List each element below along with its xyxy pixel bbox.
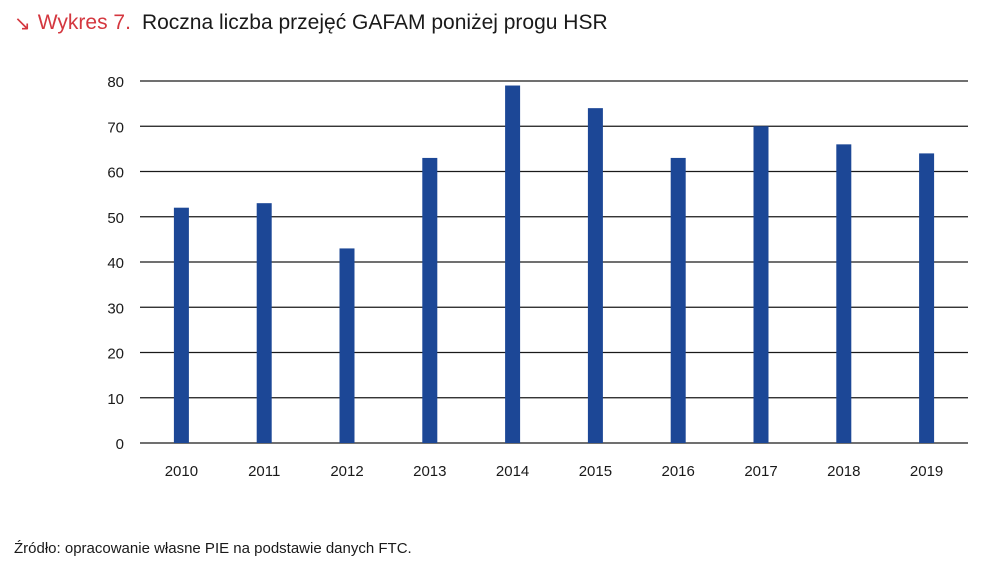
bar-2013 [422,157,438,444]
x-tick-label: 2015 [579,463,612,480]
x-tick-label: 2011 [248,463,280,480]
y-axis-ticks: 0 10 20 30 40 50 60 70 80 [107,74,124,453]
chart-title: Roczna liczba przejęć GAFAM poniżej prog… [141,11,608,34]
arrow-down-right-icon: ↘ [14,12,31,35]
y-tick-label: 10 [107,391,124,408]
x-tick-label: 2018 [827,463,860,480]
bar-2011 [256,203,272,443]
y-tick-label: 30 [107,300,124,317]
y-tick-label: 60 [107,165,124,182]
x-tick-label: 2013 [413,463,446,480]
x-tick-label: 2016 [662,463,695,480]
bar-2019 [919,153,935,443]
bar-2017 [753,126,769,443]
x-tick-label: 2019 [910,463,943,480]
y-tick-label: 50 [107,210,124,227]
y-tick-label: 0 [116,436,124,453]
bars [173,85,935,444]
figure-label: Wykres 7. [37,11,131,34]
bar-2010 [173,207,189,443]
x-axis-ticks: 2010 2011 2012 2013 2014 2015 2016 2017 2018 2019 [165,463,944,480]
bar-2018 [836,144,852,443]
chart-header: ↘ Wykres 7. Roczna liczba przejęć GAFAM … [14,6,608,40]
bar-2012 [339,248,355,443]
y-tick-label: 70 [107,119,124,136]
bar-2014 [505,85,521,444]
y-tick-label: 40 [107,255,124,272]
bar-2015 [587,108,603,444]
x-tick-label: 2012 [330,463,363,480]
y-tick-label: 20 [107,346,124,363]
x-tick-label: 2014 [496,463,529,480]
source-note: Źródło: opracowanie własne PIE na podsta… [14,540,412,557]
gridlines [140,80,968,444]
x-tick-label: 2010 [165,463,198,480]
y-tick-label: 80 [107,74,124,91]
x-tick-label: 2017 [744,463,777,480]
bar-2016 [670,157,686,444]
